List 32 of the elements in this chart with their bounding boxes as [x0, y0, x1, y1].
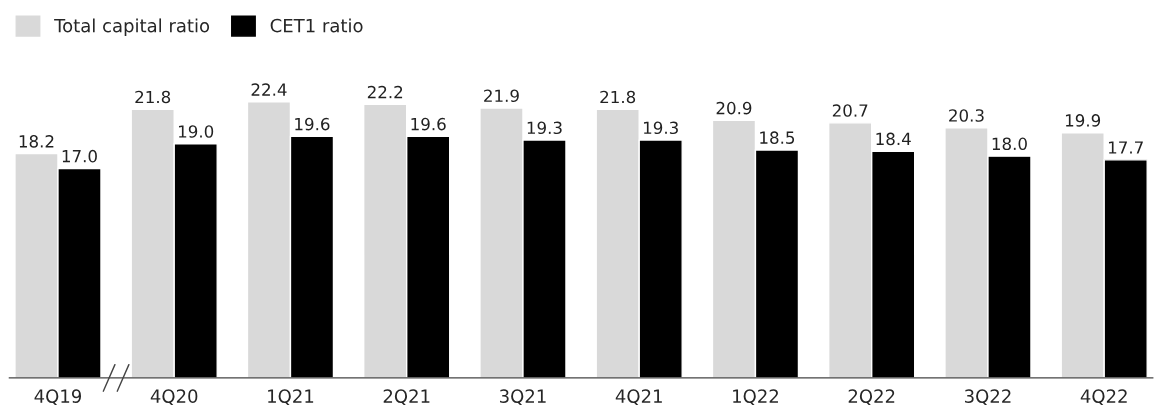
x-tick-label: 2Q21 — [383, 389, 430, 406]
x-tick-label: 1Q22 — [733, 389, 778, 406]
data-label: 21.9 — [484, 89, 519, 103]
x-tick-label: 1Q21 — [268, 389, 314, 406]
data-label: 18.0 — [992, 137, 1027, 151]
data-label: 17.0 — [62, 149, 97, 163]
x-tick-label: 4Q21 — [615, 389, 662, 406]
x-tick-label: 4Q22 — [1080, 389, 1127, 406]
x-tick-label: 4Q19 — [34, 389, 82, 406]
data-label: 19.0 — [178, 125, 214, 138]
data-label: 19.3 — [527, 121, 562, 135]
data-label: 21.8 — [600, 90, 636, 104]
data-label: 19.6 — [295, 117, 330, 131]
data-label: 17.7 — [1108, 141, 1143, 154]
x-tick-label: 2Q22 — [848, 389, 895, 406]
data-label: 18.2 — [19, 135, 54, 148]
data-label: 22.2 — [367, 85, 403, 99]
data-label: 21.8 — [135, 90, 171, 104]
data-label: 20.7 — [832, 104, 868, 117]
legend-label: Total capital ratio — [54, 18, 210, 36]
x-tick-label: 4Q20 — [150, 389, 198, 406]
data-label: 20.3 — [949, 109, 984, 122]
data-label: 19.3 — [643, 121, 678, 135]
data-label: 19.9 — [1065, 114, 1101, 127]
data-label: 19.6 — [411, 117, 446, 131]
x-tick-label: 3Q21 — [499, 389, 546, 406]
data-label: 22.4 — [251, 83, 287, 96]
data-label: 18.4 — [876, 132, 911, 146]
data-label: 20.9 — [716, 101, 752, 115]
data-label: 18.5 — [760, 131, 795, 144]
legend-label: CET1 ratio — [270, 18, 363, 33]
x-tick-label: 3Q22 — [964, 389, 1011, 406]
